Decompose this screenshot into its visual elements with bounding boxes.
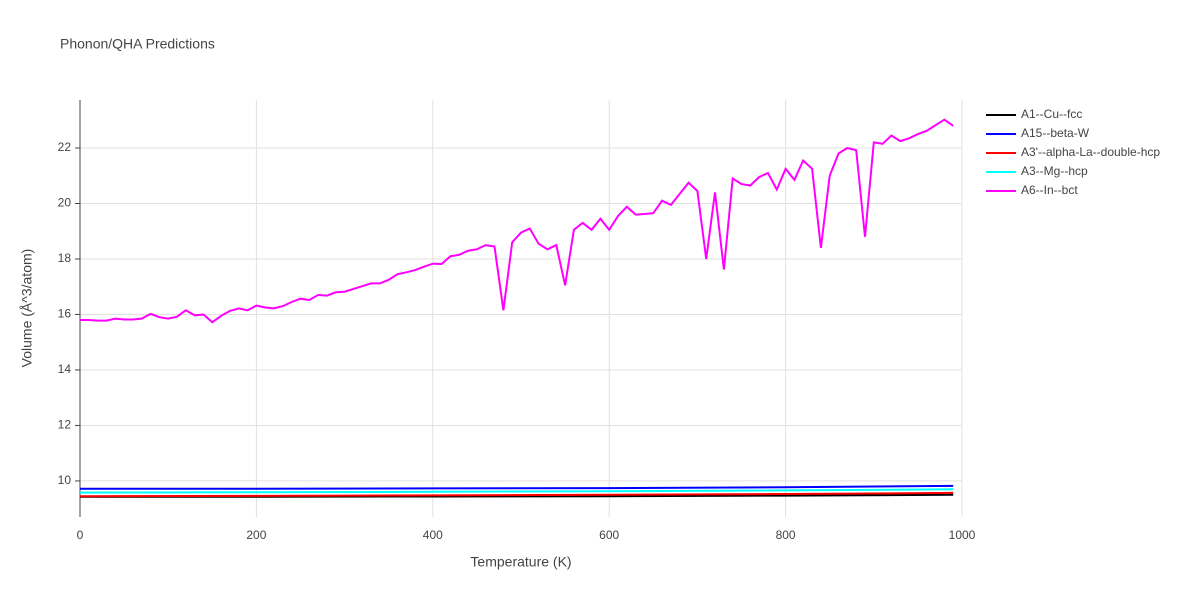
x-tick-label: 800 xyxy=(776,528,796,542)
x-tick-label: 600 xyxy=(599,528,619,542)
y-tick-label: 10 xyxy=(58,473,72,487)
x-axis-title: Temperature (K) xyxy=(470,554,571,570)
series-line xyxy=(80,118,954,324)
series-line xyxy=(80,484,954,490)
legend-label: A1--Cu--fcc xyxy=(1021,107,1082,121)
series-line xyxy=(79,491,954,498)
y-tick-label: 20 xyxy=(58,196,72,210)
y-tick-label: 12 xyxy=(58,418,72,432)
legend-label: A3--Mg--hcp xyxy=(1021,164,1088,178)
chart-title: Phonon/QHA Predictions xyxy=(60,36,215,52)
legend-label: A6--In--bct xyxy=(1021,183,1078,197)
x-tick-label: 200 xyxy=(246,528,266,542)
series-line xyxy=(79,488,954,494)
legend-label: A15--beta-W xyxy=(1021,126,1090,140)
y-tick-label: 22 xyxy=(58,140,72,154)
y-tick-label: 14 xyxy=(58,362,72,376)
x-tick-label: 400 xyxy=(423,528,443,542)
x-tick-label: 1000 xyxy=(949,528,976,542)
legend-label: A3'--alpha-La--double-hcp xyxy=(1021,145,1160,159)
y-tick-label: 16 xyxy=(58,307,72,321)
y-tick-label: 18 xyxy=(58,251,72,265)
x-tick-label: 0 xyxy=(77,528,84,542)
y-axis-title: Volume (Å^3/atom) xyxy=(19,249,35,368)
